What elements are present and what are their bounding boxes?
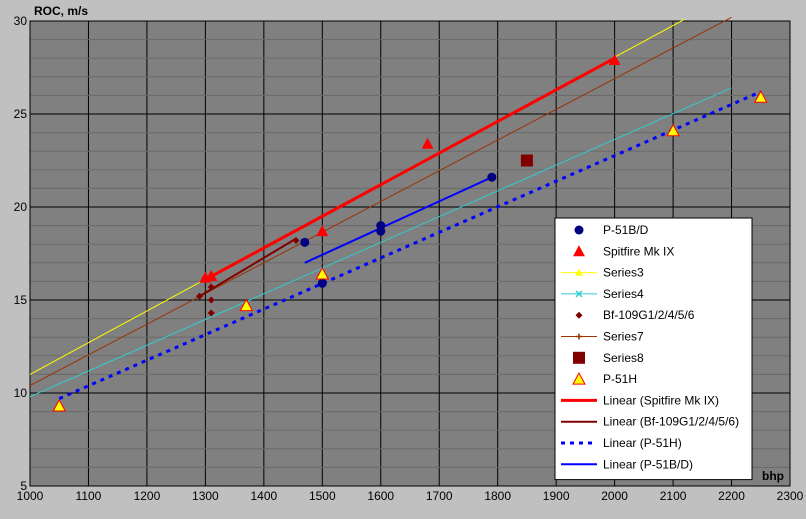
legend-key-marker	[573, 351, 585, 364]
data-point	[207, 309, 215, 317]
series-line-linear-p-51b-d	[304, 176, 493, 264]
x-tick-label: 2000	[601, 489, 628, 503]
legend-label: Linear (Bf-109G1/2/4/5/6)	[603, 415, 739, 429]
data-point	[205, 269, 218, 281]
legend-entry: Linear (P-51H)	[561, 436, 682, 450]
tick-labels: 1000 1100 1200 1300 1400 1500 1600 1700 1800 1900…	[14, 14, 804, 503]
legend-label: Spitfire Mk IX	[603, 244, 674, 258]
y-tick-label: 25	[14, 107, 28, 121]
data-point	[317, 278, 327, 288]
data-point	[376, 221, 386, 231]
x-tick-label: 1900	[543, 489, 570, 503]
legend-key-marker	[575, 268, 583, 276]
legend-box	[554, 217, 753, 481]
y-tick-label: 5	[20, 479, 27, 493]
legend-entry: Spitfire Mk IX	[573, 244, 674, 258]
legend-entry: Linear (P-51B/D)	[561, 457, 693, 471]
legend-entry: Linear (Spitfire Mk IX)	[561, 393, 719, 407]
data-point	[487, 172, 497, 182]
x-tick-label: 2200	[718, 489, 745, 503]
legend-label: Series8	[603, 351, 644, 365]
series-series8	[520, 154, 533, 167]
legend-label: Series7	[603, 330, 644, 344]
legend: P-51B/D Spitfire Mk IX Series3 Series4 Bf-10…	[554, 217, 753, 481]
legend-entry: Series7	[561, 330, 644, 344]
legend-key-marker	[572, 372, 586, 385]
x-tick-label: 1100	[76, 489, 102, 503]
series-line-linear-bf-109g1-2-4-5-6	[199, 237, 297, 298]
series-line-series7	[29, 16, 732, 387]
data-point	[753, 90, 768, 103]
x-tick-label: 1200	[134, 489, 161, 503]
legend-entry: Series3	[561, 266, 644, 280]
data-point	[316, 225, 329, 237]
legend-key-marker	[574, 225, 584, 235]
legend-entry: P-51B/D	[574, 223, 649, 237]
series-p-51h	[52, 90, 768, 412]
y-tick-label: 20	[14, 200, 28, 214]
legend-label: P-51H	[603, 372, 637, 386]
x-tick-label: 1500	[309, 489, 336, 503]
x-tick-label: 2100	[660, 489, 687, 503]
data-point	[292, 236, 300, 244]
legend-entry: Series8	[573, 351, 644, 365]
x-tick-label: 1300	[192, 489, 219, 503]
x-tick-label: 1400	[250, 489, 277, 503]
data-point	[520, 154, 533, 167]
legend-label: Series4	[603, 287, 644, 301]
data-point	[666, 123, 680, 137]
x-tick-label: 2300	[777, 489, 804, 503]
legend-label: Series3	[603, 266, 644, 280]
data-point	[421, 137, 434, 149]
legend-key-marker	[576, 333, 582, 340]
y-tick-label: 30	[14, 14, 28, 28]
series-line-series4	[29, 87, 732, 398]
data-point	[207, 283, 215, 291]
x-tick-label: 1700	[426, 489, 453, 503]
data-point	[239, 298, 254, 312]
plot-border	[29, 20, 791, 487]
legend-key-marker	[575, 290, 583, 298]
legend-entry: P-51H	[572, 372, 637, 386]
x-axis-label: bhp	[762, 469, 784, 483]
plot-layer	[29, 16, 768, 412]
legend-entry: Bf-109G1/2/4/5/6	[575, 308, 695, 322]
legend-label: Bf-109G1/2/4/5/6	[603, 308, 695, 322]
data-point	[300, 237, 310, 247]
y-tick-label: 15	[14, 293, 28, 307]
series-line-linear-p-51h	[58, 90, 762, 400]
data-point	[52, 398, 67, 412]
y-tick-label: 10	[14, 386, 28, 400]
legend-entry: Series4	[561, 287, 644, 301]
data-point	[207, 296, 215, 304]
x-tick-label: 1800	[484, 489, 511, 503]
data-point	[315, 266, 330, 280]
y-axis-label: ROC, m/s	[34, 4, 88, 18]
series-spitfire-mk-ix	[199, 54, 621, 283]
x-tick-label: 1600	[367, 489, 394, 503]
legend-entry: Linear (Bf-109G1/2/4/5/6)	[561, 415, 739, 429]
legend-label: Linear (P-51B/D)	[603, 457, 693, 471]
legend-label: Linear (P-51H)	[603, 436, 682, 450]
series-bf-109g1-2-4-5-6	[196, 236, 300, 317]
legend-key-marker	[573, 245, 585, 257]
legend-label: Linear (Spitfire Mk IX)	[603, 393, 719, 407]
series-line-linear-spitfire-mk-ix	[204, 56, 616, 281]
series-p-51b-d	[300, 172, 497, 288]
x-tick-label: 1000	[17, 489, 44, 503]
legend-label: P-51B/D	[603, 223, 649, 237]
data-point	[608, 54, 621, 66]
data-point	[196, 292, 204, 300]
legend-key-marker	[575, 311, 583, 319]
